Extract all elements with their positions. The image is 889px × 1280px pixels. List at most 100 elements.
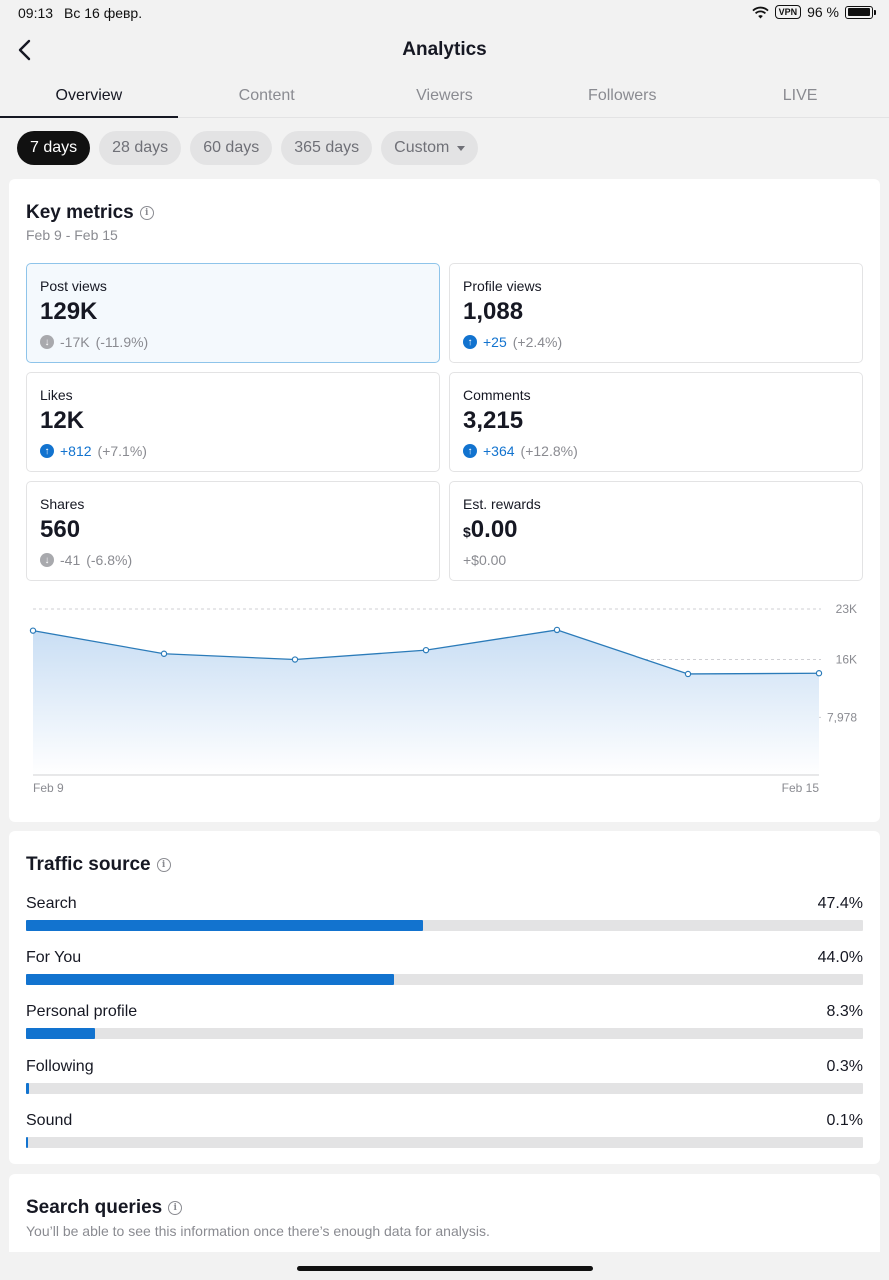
chart-y-tick-label: 7,978: [827, 710, 857, 724]
metric-change-pct: (+7.1%): [97, 443, 147, 459]
traffic-source-bar: [26, 974, 863, 985]
period-28-days[interactable]: 28 days: [99, 131, 182, 165]
metric-value: 3,215: [463, 407, 524, 434]
traffic-source-pct: 0.3%: [826, 1058, 863, 1075]
chart-y-tick-label: 16K: [836, 653, 857, 667]
search-queries-title: Search queries i: [26, 1197, 183, 1219]
tab-viewers[interactable]: Viewers: [416, 87, 473, 104]
period-365-days[interactable]: 365 days: [281, 131, 373, 165]
metric-change: ↑ +364 (+12.8%): [463, 443, 578, 459]
metric-change-pct: (+2.4%): [512, 334, 563, 350]
battery-icon: [845, 5, 876, 19]
battery-percent: 96 %: [807, 4, 839, 20]
arrow-down-icon: ↓: [40, 335, 54, 349]
metric-change-value: -41: [60, 552, 81, 568]
tab-overview[interactable]: Overview: [0, 74, 178, 118]
page-title: Analytics: [402, 39, 487, 60]
traffic-source-title: Traffic source i: [26, 854, 171, 876]
metric-value: $0.00: [463, 516, 518, 544]
metric-change-pct: (-6.8%): [86, 552, 133, 568]
period-selector: 7 days 28 days 60 days 365 days Custom: [17, 131, 479, 165]
chart-point[interactable]: [29, 627, 37, 634]
metric-value: 560: [40, 516, 81, 543]
metric-label: Comments: [463, 387, 531, 403]
traffic-source-row: For You 44.0%: [26, 949, 863, 989]
tab-followers[interactable]: Followers: [588, 87, 657, 104]
search-queries-card: Search queries i You’ll be able to see t…: [9, 1174, 880, 1252]
status-date: Вс 16 февр.: [64, 5, 143, 21]
key-metrics-title: Key metrics i: [26, 202, 154, 224]
traffic-source-bar: [26, 1028, 863, 1039]
info-icon[interactable]: i: [156, 858, 171, 872]
metric-change-value: +364: [483, 443, 515, 459]
metric-value: 129K: [40, 298, 98, 325]
traffic-source-label: Search: [26, 895, 77, 912]
chart-point[interactable]: [422, 646, 430, 654]
period-60-days[interactable]: 60 days: [190, 131, 273, 165]
metric-value: 12K: [40, 407, 85, 434]
metric-value: 1,088: [463, 298, 524, 325]
metric-likes[interactable]: Likes 12K ↑ +812 (+7.1%): [26, 372, 440, 472]
tab-content[interactable]: Content: [238, 87, 295, 104]
metric-change: +$0.00: [463, 552, 506, 568]
key-metrics-date-range: Feb 9 - Feb 15: [26, 227, 118, 243]
chart-point[interactable]: [815, 670, 823, 677]
metric-change-value: -17K: [60, 334, 90, 350]
back-button[interactable]: [12, 36, 40, 64]
traffic-source-pct: 0.1%: [826, 1112, 863, 1129]
metric-est-rewards[interactable]: Est. rewards $0.00 +$0.00: [449, 481, 863, 581]
metric-shares[interactable]: Shares 560 ↓ -41 (-6.8%): [26, 481, 440, 581]
traffic-source-bar-fill: [26, 1083, 29, 1094]
traffic-source-pct: 44.0%: [817, 949, 863, 966]
chart-point[interactable]: [160, 650, 168, 657]
period-custom-label: Custom: [394, 139, 450, 156]
chart-area: [33, 629, 819, 775]
traffic-source-bar: [26, 1137, 863, 1148]
period-custom[interactable]: Custom: [381, 131, 479, 165]
traffic-source-pct: 8.3%: [826, 1003, 863, 1020]
traffic-source-heading: Traffic source: [26, 854, 151, 875]
period-7-days[interactable]: 7 days: [17, 131, 91, 165]
metric-comments[interactable]: Comments 3,215 ↑ +364 (+12.8%): [449, 372, 863, 472]
info-icon[interactable]: i: [139, 206, 154, 220]
chevron-left-icon: [18, 39, 31, 61]
metric-value-number: 0.00: [470, 516, 518, 543]
info-icon[interactable]: i: [168, 1201, 183, 1215]
metric-label: Shares: [40, 496, 85, 512]
status-icons: VPN 96 %: [751, 4, 876, 20]
metric-post-views[interactable]: Post views 129K ↓ -17K (-11.9%): [26, 263, 440, 363]
metric-change: ↓ -41 (-6.8%): [40, 552, 132, 568]
status-bar: 09:13 Вс 16 февр. VPN 96 %: [0, 0, 889, 28]
metric-change-pct: (+12.8%): [520, 443, 578, 459]
metric-label: Likes: [40, 387, 73, 403]
arrow-up-icon: ↑: [40, 444, 54, 458]
metric-label: Est. rewards: [463, 496, 541, 512]
tab-bar: Overview Content Viewers Followers LIVE: [0, 74, 889, 118]
traffic-source-row: Following 0.3%: [26, 1058, 863, 1098]
chart-y-tick-label: 23K: [836, 602, 857, 616]
wifi-icon: [751, 6, 769, 18]
home-indicator: [297, 1266, 593, 1271]
traffic-source-bar-fill: [26, 974, 395, 985]
chart-point[interactable]: [553, 626, 561, 634]
metric-change-pct: (-11.9%): [95, 334, 149, 350]
traffic-source-bar-fill: [26, 1028, 96, 1039]
metric-profile-views[interactable]: Profile views 1,088 ↑ +25 (+2.4%): [449, 263, 863, 363]
currency-symbol: $: [463, 524, 471, 540]
metric-change-value: +$0.00: [463, 552, 507, 568]
traffic-source-label: Following: [26, 1058, 94, 1075]
arrow-up-icon: ↑: [463, 444, 477, 458]
traffic-source-label: Personal profile: [26, 1003, 138, 1020]
arrow-up-icon: ↑: [463, 335, 477, 349]
metric-change: ↓ -17K (-11.9%): [40, 334, 148, 350]
chart-point[interactable]: [684, 670, 692, 678]
tab-live[interactable]: LIVE: [782, 87, 818, 104]
key-metrics-card: Key metrics i Feb 9 - Feb 15 Post views …: [9, 179, 880, 822]
chart-x-tick-label: Feb 15: [782, 781, 820, 795]
search-queries-message: You’ll be able to see this information o…: [26, 1223, 490, 1239]
traffic-source-bar: [26, 920, 863, 931]
metric-change: ↑ +812 (+7.1%): [40, 443, 147, 459]
traffic-source-bar-fill: [26, 1137, 28, 1148]
traffic-source-label: Sound: [26, 1112, 73, 1129]
chart-point[interactable]: [291, 656, 299, 663]
